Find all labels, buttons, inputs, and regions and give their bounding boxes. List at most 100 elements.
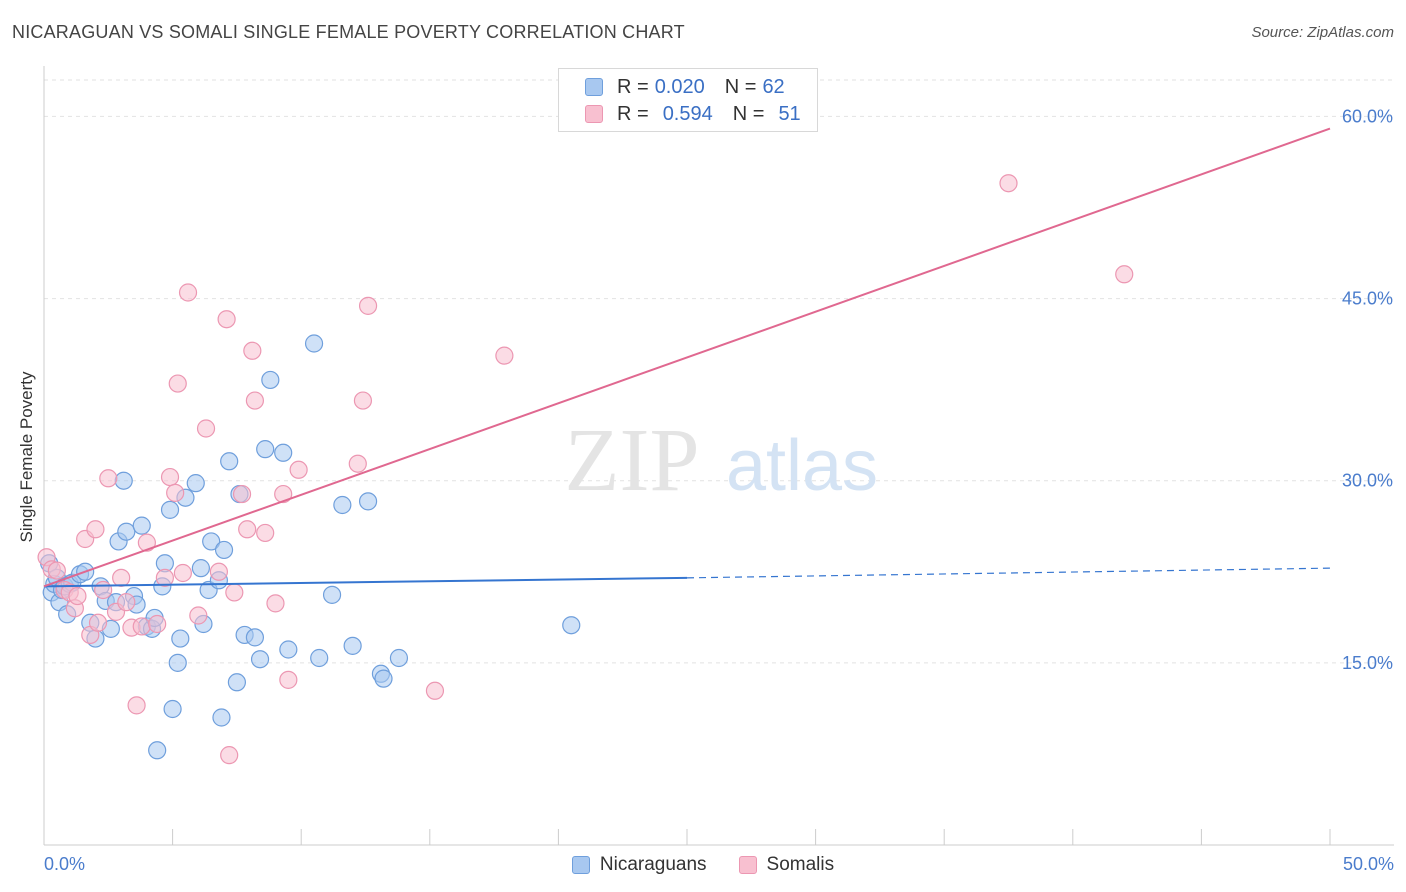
somali-point bbox=[243, 341, 262, 360]
watermark: ZIP atlas bbox=[565, 411, 879, 510]
nicaraguan-point bbox=[168, 653, 187, 672]
somali-point bbox=[245, 391, 265, 410]
somali-point bbox=[999, 174, 1018, 193]
grid-lines bbox=[44, 79, 1394, 664]
nicaraguan-point bbox=[274, 443, 293, 462]
somali-point bbox=[178, 283, 198, 302]
somali-point bbox=[266, 594, 285, 613]
nicaraguan-point bbox=[163, 699, 182, 719]
somali-point bbox=[238, 520, 257, 539]
y-tick-label: 30.0% bbox=[1342, 471, 1393, 491]
somali-point bbox=[112, 568, 131, 587]
nicaraguan-point bbox=[202, 532, 221, 551]
somali-point bbox=[217, 310, 236, 329]
nicaraguan-point bbox=[117, 522, 136, 541]
y-tick-label: 60.0% bbox=[1342, 106, 1393, 126]
somali-point bbox=[256, 523, 275, 543]
nicaraguan-point bbox=[304, 334, 324, 353]
legend-row-somalis: R = 0.594 N = 51 bbox=[585, 101, 801, 127]
somali-point bbox=[68, 586, 87, 606]
watermark-zip: ZIP bbox=[565, 411, 700, 510]
somali-point bbox=[132, 617, 151, 636]
nicaraguan-point bbox=[186, 474, 205, 493]
somali-point bbox=[137, 533, 156, 552]
nicaraguan-point bbox=[160, 500, 180, 519]
legend-r-value: 0.594 bbox=[662, 102, 713, 125]
legend-r-label: R = bbox=[617, 75, 649, 98]
nicaraguan-point bbox=[343, 636, 362, 655]
somali-point bbox=[160, 467, 180, 487]
nicaraguan-point bbox=[562, 616, 581, 635]
somali-point bbox=[1115, 265, 1134, 284]
somali-point bbox=[99, 469, 118, 488]
somali-point bbox=[353, 391, 373, 410]
somali-point bbox=[274, 484, 293, 504]
y-tick-label: 15.0% bbox=[1342, 653, 1393, 673]
legend-swatch-pink bbox=[738, 856, 757, 874]
somali-point bbox=[220, 746, 239, 765]
somali-point bbox=[209, 562, 228, 581]
nicaraguan-point bbox=[245, 628, 265, 647]
nicaraguan-point bbox=[358, 492, 378, 511]
series-label-somalis: Somalis bbox=[766, 854, 835, 875]
somali-point bbox=[358, 296, 378, 315]
series-legend-nicaraguans[interactable]: Nicaraguans bbox=[571, 854, 707, 876]
legend-r-label: R = bbox=[617, 102, 649, 125]
nicaraguan-point bbox=[310, 648, 329, 668]
nicaraguan-trend-extension bbox=[686, 567, 1331, 579]
nicaraguan-point bbox=[214, 540, 234, 560]
nicaraguan-point bbox=[333, 495, 352, 515]
somali-point bbox=[86, 520, 105, 539]
nicaraguan-point bbox=[132, 516, 151, 535]
nicaraguan-point bbox=[227, 673, 246, 692]
legend-n-label: N = bbox=[724, 75, 757, 98]
data-points bbox=[37, 174, 1134, 765]
nicaraguan-point bbox=[212, 708, 231, 727]
somali-point bbox=[289, 460, 308, 479]
somali-point bbox=[348, 454, 367, 473]
somali-point bbox=[47, 561, 66, 580]
x-tick-label: 50.0% bbox=[1343, 854, 1394, 874]
somali-point bbox=[495, 346, 514, 365]
series-legend: Nicaraguans Somalis bbox=[0, 852, 1406, 878]
axes bbox=[43, 66, 1394, 846]
nicaraguan-point bbox=[171, 629, 190, 648]
somali-point bbox=[425, 681, 445, 700]
nicaraguan-trend-line bbox=[43, 576, 688, 588]
y-tick-label: 45.0% bbox=[1342, 289, 1393, 309]
somali-point bbox=[166, 483, 185, 502]
nicaraguan-point bbox=[374, 669, 393, 688]
nicaraguan-point bbox=[114, 471, 133, 490]
trend-lines bbox=[43, 127, 1331, 588]
nicaraguan-point bbox=[191, 559, 210, 578]
legend-swatch-pink bbox=[585, 105, 603, 123]
legend-swatch-blue bbox=[571, 856, 590, 874]
somali-point bbox=[94, 580, 113, 600]
nicaraguan-point bbox=[256, 440, 275, 459]
legend-n-value: 62 bbox=[762, 75, 785, 98]
legend-n-value: 51 bbox=[778, 102, 801, 125]
x-tick-label: 0.0% bbox=[44, 854, 85, 874]
watermark-atlas: atlas bbox=[726, 426, 878, 506]
somali-point bbox=[232, 484, 252, 504]
nicaraguan-point bbox=[148, 741, 167, 760]
chart-source: Source: ZipAtlas.com bbox=[1251, 24, 1394, 41]
legend-r-value: 0.020 bbox=[654, 75, 705, 98]
somali-point bbox=[168, 374, 187, 393]
series-label-nicaraguans: Nicaraguans bbox=[599, 854, 707, 875]
somali-point bbox=[189, 606, 208, 625]
nicaraguan-point bbox=[389, 648, 409, 668]
nicaraguan-point bbox=[279, 640, 298, 659]
somali-point bbox=[196, 419, 216, 438]
somali-trend-line bbox=[43, 127, 1331, 588]
somali-point bbox=[225, 583, 244, 602]
somali-point bbox=[148, 614, 167, 634]
legend-swatch-blue bbox=[585, 78, 603, 96]
nicaraguan-point bbox=[261, 370, 280, 390]
nicaraguan-point bbox=[220, 452, 239, 471]
tick-labels: 15.0% 30.0% 45.0% 60.0% 0.0% 50.0% bbox=[44, 106, 1394, 874]
somali-point bbox=[155, 568, 174, 587]
stats-legend: R = 0.020 N = 62 R = 0.594 N = 51 bbox=[558, 68, 818, 132]
series-legend-somalis[interactable]: Somalis bbox=[738, 854, 835, 876]
